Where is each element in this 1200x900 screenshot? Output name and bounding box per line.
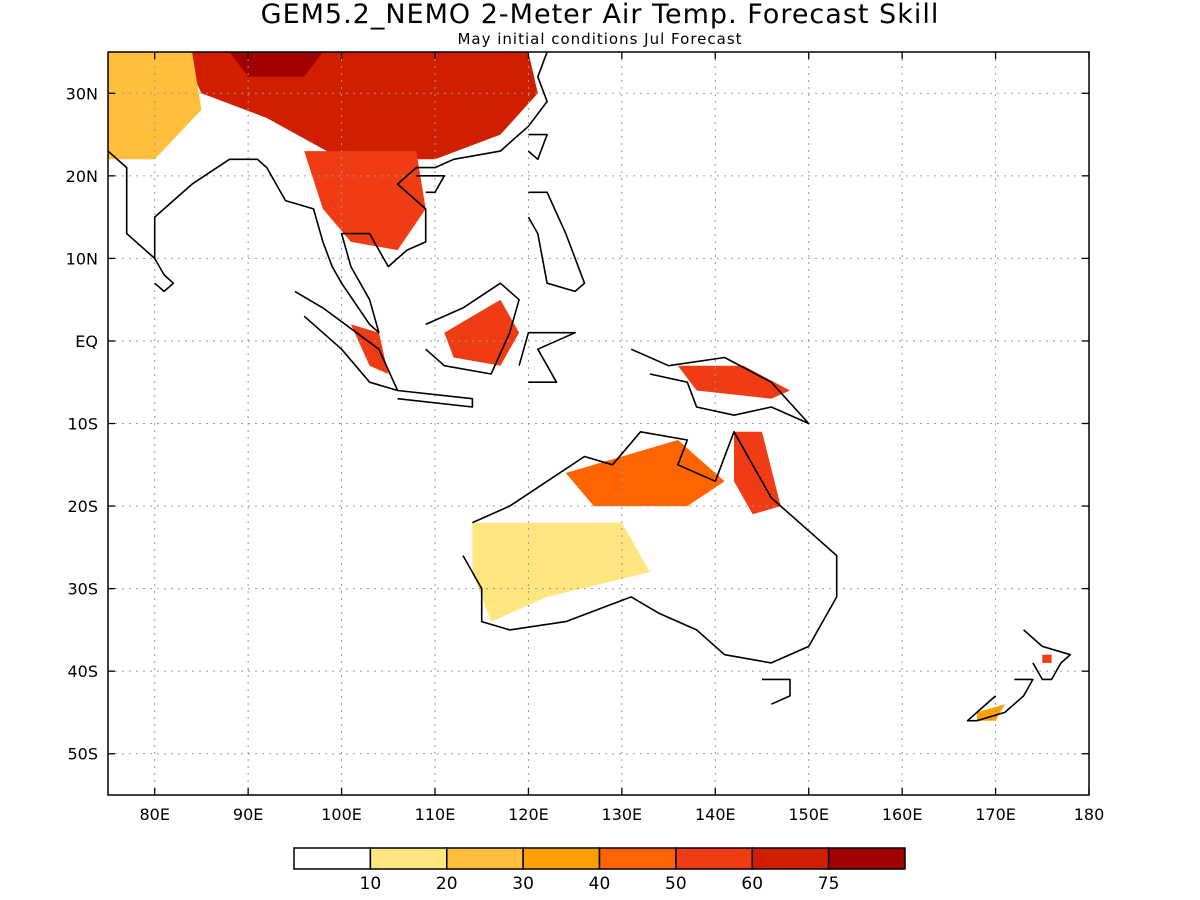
lat-tick-label: 30N	[66, 84, 98, 103]
skill-region	[1042, 654, 1052, 663]
colorbar-label: 30	[512, 874, 534, 894]
skill-region	[229, 52, 323, 77]
skill-region	[182, 52, 538, 160]
colorbar-swatch	[675, 847, 753, 870]
coastline	[518, 331, 576, 384]
colorbar-swatch	[522, 847, 601, 870]
lat-tick-label: EQ	[75, 332, 98, 351]
skill-region	[472, 522, 650, 622]
lat-tick-label: 10S	[67, 415, 98, 434]
lon-tick-label: 130E	[602, 805, 643, 824]
coastline	[1023, 629, 1072, 681]
lon-tick-label: 150E	[788, 805, 829, 824]
chart-title: GEM5.2_NEMO 2-Meter Air Temp. Forecast S…	[260, 0, 940, 30]
lat-tick-label: 20S	[67, 497, 98, 516]
coastline	[527, 133, 548, 161]
colorbar-label: 60	[741, 874, 763, 894]
coastline	[527, 191, 586, 293]
colorbar-label: 50	[665, 874, 687, 894]
colorbar-label: 75	[818, 874, 840, 894]
coastline	[154, 258, 175, 293]
coastline	[462, 430, 838, 664]
skill-region	[677, 365, 790, 399]
lon-tick-label: 90E	[233, 805, 263, 824]
lat-tick-label: 30S	[67, 580, 98, 599]
lon-tick-label: 120E	[508, 805, 549, 824]
skill-region	[444, 299, 520, 366]
lat-tick-label: 50S	[67, 745, 98, 764]
skill-region	[108, 52, 202, 160]
colorbar-swatch	[446, 847, 524, 870]
colorbar-label: 20	[436, 874, 458, 894]
coastline	[416, 175, 446, 194]
coastline	[762, 678, 791, 705]
colorbar-swatch	[598, 847, 677, 870]
lon-tick-label: 110E	[415, 805, 456, 824]
colorbar-label: 40	[589, 874, 611, 894]
lon-tick-label: 100E	[321, 805, 362, 824]
map-axes: 30N 20N 10N EQ 10S 20S 30S 40S 50S 80E 90E 100E 110E…	[66, 51, 1105, 824]
lat-tick-label: 10N	[66, 249, 98, 268]
lon-tick-label: 140E	[695, 805, 736, 824]
coastline	[966, 678, 1034, 722]
lat-tick-label: 20N	[66, 167, 98, 186]
colorbar-swatch	[751, 847, 830, 870]
colorbar: 10 20 30 40 50 60 75	[293, 847, 906, 894]
coastline	[108, 52, 548, 334]
coastline	[425, 282, 520, 375]
chart-subtitle: May initial conditions Jul Forecast	[457, 30, 743, 48]
colorbar-label: 10	[360, 874, 382, 894]
map-plot-area	[108, 52, 1089, 795]
colorbar-swatch	[369, 847, 448, 870]
colorbar-swatch	[293, 847, 372, 870]
lon-tick-label: 180	[1074, 805, 1105, 824]
lon-tick-label: 160E	[882, 805, 923, 824]
coastline	[397, 389, 474, 408]
skill-region	[350, 324, 389, 374]
coastline	[630, 348, 810, 425]
skill-region	[565, 440, 725, 507]
colorbar-swatch	[827, 847, 906, 870]
lon-tick-label: 80E	[139, 805, 169, 824]
lon-tick-label: 170E	[975, 805, 1016, 824]
lat-tick-label: 40S	[67, 662, 98, 681]
skill-region	[976, 704, 1005, 721]
